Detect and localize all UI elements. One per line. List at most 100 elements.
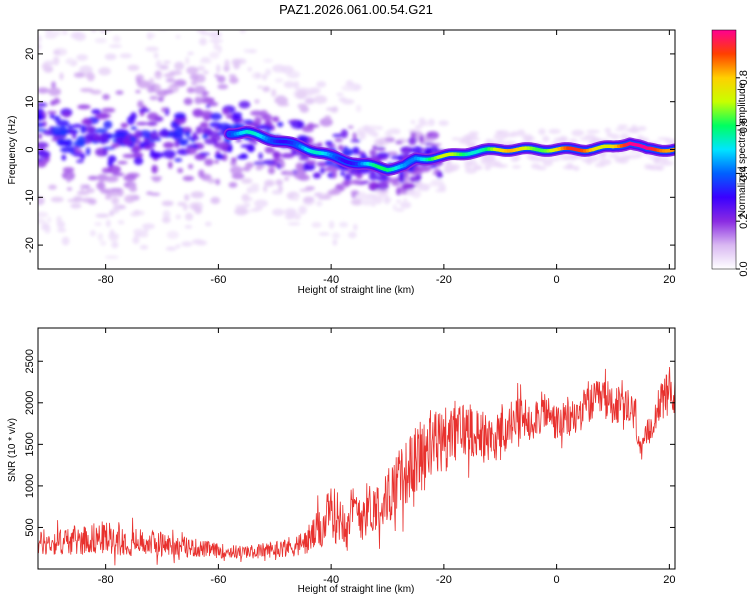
spectrogram-blob [77, 104, 91, 110]
spectrogram-blob [114, 129, 129, 136]
spectrogram-blob [644, 166, 656, 170]
spectrogram-blob [107, 155, 117, 163]
spectrogram-blob [562, 154, 575, 160]
spectrogram-blob [62, 167, 75, 173]
spectrogram-blob [130, 126, 138, 130]
spectrogram-blob [184, 130, 191, 137]
spectrogram-blob [119, 53, 132, 59]
x-tick-label: 20 [663, 574, 675, 586]
spectrogram-blob [109, 229, 115, 237]
spectrogram-blob [214, 160, 219, 164]
y-tick-label: 1000 [24, 474, 36, 498]
spectrogram-blob [38, 218, 46, 224]
spectrogram-blob [67, 172, 75, 181]
spectrogram-blob [265, 126, 272, 131]
spectrogram-blob [124, 194, 136, 204]
spectrogram-blob [466, 141, 477, 148]
spectrogram-blob [372, 131, 379, 138]
colorbar-ticks: 0.0 0.2 0.4 0.6 0.8 [736, 70, 750, 277]
spectrogram-blob [341, 148, 354, 157]
spectrogram-blob [38, 128, 47, 132]
spectrogram-blob [66, 58, 75, 64]
spectrogram-blob [228, 182, 238, 188]
spectrogram-blob [443, 165, 450, 169]
spectrogram-blob [137, 100, 144, 108]
spectrogram-blob [132, 236, 140, 244]
spectrogram-blob [255, 72, 261, 79]
spectrogram-blob [313, 95, 328, 104]
spectrogram-blob [174, 127, 185, 137]
spectrogram-blob [174, 158, 183, 162]
spectrogram-blob [95, 147, 108, 157]
spectrogram-blob [62, 111, 71, 118]
spectrogram-blob [39, 146, 45, 152]
spectrogram-blob [414, 125, 423, 129]
spectrogram-blob [151, 164, 157, 174]
spectrogram-blob [372, 195, 383, 205]
spectrogram-blob [493, 133, 508, 140]
figure-title: PAZ1.2026.061.00.54.G21 [279, 2, 433, 17]
spectrogram-blob [159, 64, 169, 70]
colorbar-gradient [712, 30, 736, 269]
spectrogram-blob [49, 101, 56, 106]
x-tick-label: 0 [554, 274, 560, 286]
spectrogram-blob [56, 215, 62, 225]
spectrogram-blob [210, 196, 221, 205]
spectrogram-blob [229, 76, 239, 84]
spectrogram-blob [239, 30, 246, 34]
spectrogram-blob [139, 130, 152, 138]
spectrogram-blob [247, 67, 253, 72]
spectrogram-blob [198, 152, 211, 156]
spectrogram-blob [141, 223, 155, 230]
spectrogram-blob [463, 163, 472, 169]
spectrogram-blob [304, 97, 315, 105]
spectrogram-blob [248, 186, 259, 193]
spectrogram-blob [568, 138, 578, 144]
spectrogram-blob [62, 30, 68, 35]
snr-y-ticks: 500 1000 1500 2000 2500 [24, 349, 675, 537]
spectrogram-blob [186, 66, 199, 75]
y-tick-label: 20 [24, 48, 36, 60]
spectrogram-blob [150, 148, 155, 155]
spectrogram-blob [375, 175, 389, 182]
spectrogram-blob [144, 228, 149, 234]
spectrogram-blob [316, 200, 323, 207]
spectrogram-blob [161, 200, 174, 207]
spectrogram-blob [92, 134, 102, 142]
spectrogram-blob [59, 72, 64, 81]
spectrogram-blob [209, 112, 222, 121]
spectrogram-blob [55, 21, 67, 29]
spectrogram-blob [133, 157, 144, 165]
spectrogram-blob [328, 220, 335, 229]
y-tick-label: -10 [24, 189, 36, 205]
spectrogram-blob [230, 161, 237, 166]
spectrogram-blob [191, 80, 198, 86]
spectrogram-blob [108, 44, 123, 48]
spectrogram-scatter [38, 21, 675, 259]
spectrogram-blob [585, 159, 593, 165]
spectrogram-blob [209, 39, 223, 43]
spectrogram-blob [293, 194, 299, 202]
spectrogram-blob [586, 129, 600, 134]
spectrogram-blob [51, 81, 56, 89]
spectrogram-blob [426, 131, 440, 140]
spectrogram-blob [143, 145, 152, 150]
spectrogram-blob [297, 103, 308, 109]
spectrogram-blob [38, 133, 42, 140]
y-tick-label: -20 [24, 237, 36, 253]
spectrogram-blob [117, 161, 128, 165]
spectrogram-blob [352, 146, 360, 155]
spectrogram-blob [484, 164, 492, 171]
spectrogram-blob [427, 183, 440, 187]
spectrogram-blob [162, 210, 171, 219]
spectrogram-blob [350, 198, 363, 206]
spectrogram-blob [38, 87, 49, 94]
spectrogram-blob [217, 84, 229, 90]
x-tick-label: -40 [323, 574, 339, 586]
spectrogram-blob [542, 135, 550, 143]
spectrogram-blob [363, 125, 369, 133]
spectrogram-blob [216, 64, 221, 73]
spectrogram-blob [617, 157, 629, 164]
spectrogram-blob [392, 204, 398, 211]
